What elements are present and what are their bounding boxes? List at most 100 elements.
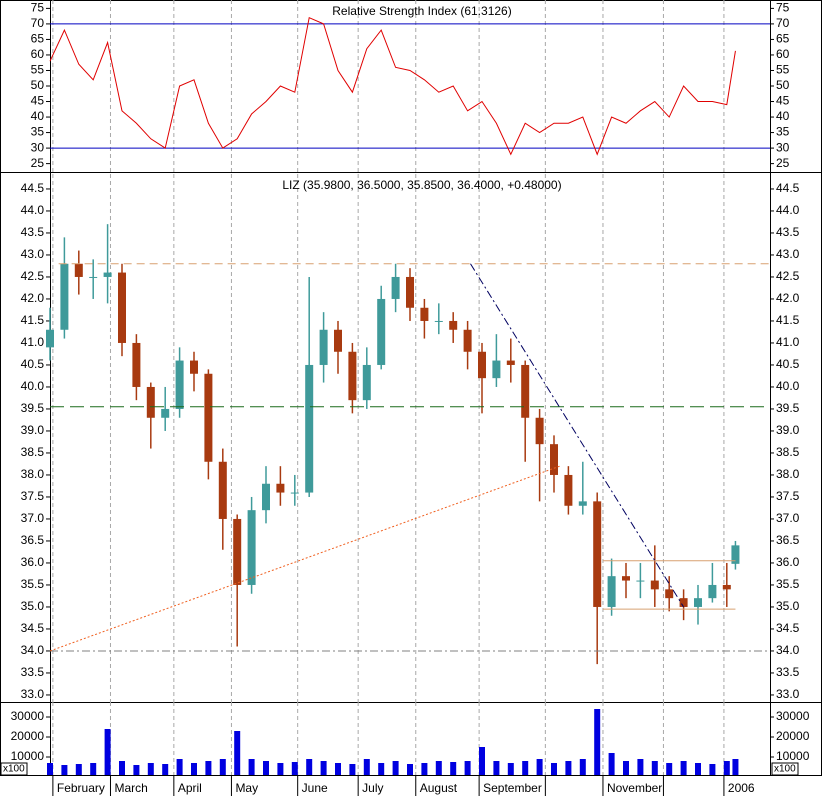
y-tick-label: 35 bbox=[776, 125, 790, 139]
y-tick-label: 35 bbox=[31, 125, 45, 139]
volume-bar bbox=[732, 759, 739, 775]
y-tick-label: 41.0 bbox=[776, 335, 800, 349]
volume-bar bbox=[133, 765, 140, 775]
volume-bar bbox=[263, 761, 269, 775]
volume-bar bbox=[392, 761, 399, 775]
volume-bar bbox=[680, 761, 687, 775]
y-tick-label: 36.5 bbox=[21, 533, 45, 547]
unit-box bbox=[0, 762, 28, 776]
candle-body bbox=[449, 320, 458, 330]
volume-bar bbox=[522, 761, 529, 775]
y-tick-label: 34.5 bbox=[776, 621, 800, 635]
volume-bar bbox=[176, 759, 183, 775]
y-tick-label: 25 bbox=[776, 156, 790, 170]
candle-body bbox=[722, 584, 731, 590]
y-tick-label: 55 bbox=[31, 63, 45, 77]
y-tick-label: 43.5 bbox=[776, 225, 800, 239]
y-tick-label: 36.0 bbox=[21, 555, 45, 569]
candle-body bbox=[118, 272, 126, 343]
candle-body bbox=[204, 373, 213, 462]
y-tick-label: 33.5 bbox=[21, 665, 45, 679]
y-tick-label: 42.5 bbox=[21, 269, 45, 283]
y-tick-label: 40.5 bbox=[776, 357, 800, 371]
x-tick-label: May bbox=[235, 781, 258, 795]
y-tick-label: 40 bbox=[776, 109, 790, 123]
candle-body bbox=[262, 483, 270, 511]
y-tick-label: 40.0 bbox=[21, 379, 45, 393]
candle-body bbox=[492, 360, 501, 379]
candle-body bbox=[161, 408, 170, 418]
candle-body bbox=[578, 501, 587, 506]
volume-bar bbox=[75, 764, 82, 775]
y-tick-label: 65 bbox=[776, 32, 790, 46]
y-tick-label: 30000 bbox=[776, 709, 810, 723]
volume-bar bbox=[551, 763, 557, 775]
volume-bar bbox=[421, 763, 428, 775]
study-line bbox=[470, 263, 685, 608]
candle-body bbox=[550, 444, 558, 475]
volume-bar bbox=[608, 753, 615, 775]
y-tick-label: 37.5 bbox=[776, 489, 800, 503]
y-tick-label: 20000 bbox=[11, 729, 45, 743]
y-tick-label: 30000 bbox=[11, 709, 45, 723]
candle-body bbox=[434, 320, 443, 322]
y-tick-label: 45 bbox=[776, 94, 790, 108]
volume-bar bbox=[378, 763, 385, 775]
y-tick-label: 70 bbox=[31, 16, 45, 30]
x-tick-label: August bbox=[420, 781, 458, 795]
x-tick-label: April bbox=[178, 781, 202, 795]
y-tick-label: 25 bbox=[31, 156, 45, 170]
volume-bar bbox=[666, 763, 673, 775]
volume-bar bbox=[147, 763, 154, 775]
candle-body bbox=[276, 483, 285, 493]
candle-body bbox=[679, 598, 688, 607]
y-tick-label: 42.5 bbox=[776, 269, 800, 283]
volume-bar bbox=[320, 761, 327, 775]
candle-body bbox=[190, 360, 198, 374]
volume-bar bbox=[651, 761, 658, 775]
volume-bar bbox=[104, 729, 111, 775]
rsi-line bbox=[49, 16, 736, 156]
y-tick-label: 41.0 bbox=[21, 335, 45, 349]
y-tick-label: 39.0 bbox=[776, 423, 800, 437]
volume-bar bbox=[536, 759, 543, 775]
volume-bar bbox=[623, 761, 629, 775]
volume-bar bbox=[363, 759, 370, 775]
volume-bar bbox=[119, 761, 125, 775]
candle-body bbox=[233, 518, 242, 585]
y-tick-label: 44.5 bbox=[776, 181, 800, 195]
y-tick-label: 36.0 bbox=[776, 555, 800, 569]
y-tick-label: 35.0 bbox=[21, 599, 45, 613]
y-tick-label: 10000 bbox=[776, 749, 810, 763]
y-tick-label: 50 bbox=[776, 78, 790, 92]
candle-body bbox=[593, 501, 602, 607]
volume-bar bbox=[493, 761, 500, 775]
y-tick-label: 60 bbox=[776, 47, 790, 61]
volume-bar bbox=[277, 763, 284, 775]
volume-bar bbox=[335, 763, 341, 775]
candle-body bbox=[406, 276, 414, 308]
candle-body bbox=[708, 584, 717, 599]
study-line bbox=[49, 465, 560, 652]
unit-label: x100 bbox=[774, 764, 796, 775]
volume-bar bbox=[709, 764, 716, 775]
y-tick-label: 33.0 bbox=[776, 687, 800, 701]
candle-body bbox=[362, 364, 371, 401]
candle-body bbox=[564, 474, 573, 506]
x-tick-label: July bbox=[362, 781, 383, 795]
y-tick-label: 37.0 bbox=[21, 511, 45, 525]
y-tick-label: 38.5 bbox=[21, 445, 45, 459]
candle-body bbox=[506, 360, 515, 365]
y-tick-label: 39.0 bbox=[21, 423, 45, 437]
candle-body bbox=[305, 364, 314, 493]
y-tick-label: 75 bbox=[31, 1, 45, 15]
volume-bar bbox=[695, 763, 701, 775]
candle-body bbox=[175, 360, 184, 409]
volume-bar bbox=[407, 764, 413, 775]
candle-body bbox=[391, 276, 400, 299]
volume-bar bbox=[723, 761, 730, 775]
y-tick-label: 45 bbox=[31, 94, 45, 108]
candle-body bbox=[463, 329, 472, 352]
y-tick-label: 43.5 bbox=[21, 225, 45, 239]
